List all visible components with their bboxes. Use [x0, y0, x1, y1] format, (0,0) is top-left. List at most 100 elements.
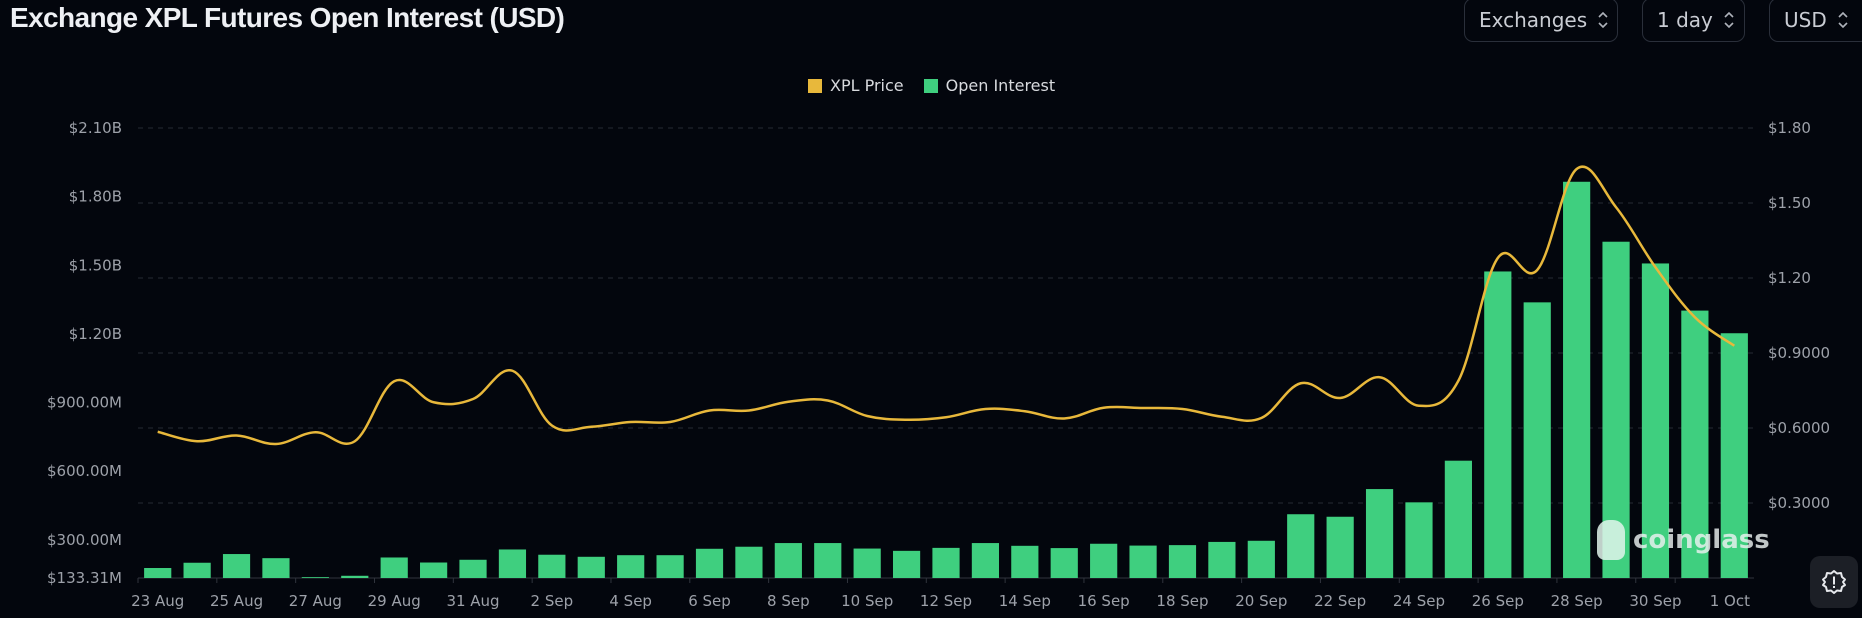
chart-legend: XPL Price Open Interest	[808, 76, 1075, 95]
open-interest-bar[interactable]	[695, 548, 724, 578]
xpl-price-line[interactable]	[157, 165, 1736, 446]
open-interest-bar[interactable]	[1287, 514, 1315, 578]
legend-label-oi: Open Interest	[945, 76, 1056, 95]
x-axis-tick-label: 18 Sep	[1156, 592, 1208, 610]
currency-select-label: USD	[1784, 8, 1827, 32]
interval-select-label: 1 day	[1657, 8, 1713, 32]
left-axis-tick-label: $600.00M	[47, 462, 122, 480]
coinglass-logo-icon	[1597, 520, 1625, 560]
open-interest-bar[interactable]	[420, 562, 448, 578]
x-axis-tick-label: 12 Sep	[920, 592, 972, 610]
right-axis: $1.80 $1.50 $1.20 $0.9000 $0.6000 $0.3000	[1768, 119, 1830, 512]
open-interest-bar[interactable]	[1168, 545, 1197, 578]
open-interest-bar[interactable]	[1484, 271, 1512, 578]
x-axis-tick-label: 24 Sep	[1393, 592, 1445, 610]
chevron-up-down-icon	[1723, 10, 1735, 30]
grid-lines	[138, 127, 1754, 579]
open-interest-bar[interactable]	[222, 554, 251, 578]
x-axis-tick-label: 10 Sep	[841, 592, 893, 610]
open-interest-bar[interactable]	[656, 555, 684, 578]
left-axis: $2.10B $1.80B $1.50B $1.20B $900.00M $600.00M…	[47, 119, 122, 587]
chevron-up-down-icon	[1837, 10, 1849, 30]
x-axis-tick-label: 14 Sep	[999, 592, 1051, 610]
legend-item-open-interest[interactable]: Open Interest	[923, 76, 1056, 95]
left-axis-tick-label: $1.20B	[69, 325, 122, 343]
legend-swatch-price	[808, 78, 822, 93]
open-interest-bar[interactable]	[459, 559, 487, 578]
x-axis-tick-label: 1 Oct	[1710, 592, 1750, 610]
chevron-up-down-icon	[1597, 10, 1609, 30]
left-axis-tick-label: $900.00M	[47, 394, 122, 412]
x-axis-tick-label: 16 Sep	[1078, 592, 1130, 610]
left-axis-tick-label: $1.80B	[69, 188, 122, 206]
open-interest-bars	[144, 181, 1748, 578]
right-axis-tick-label: $1.80	[1768, 119, 1811, 137]
open-interest-bar[interactable]	[1405, 502, 1433, 578]
left-axis-tick-label: $2.10B	[69, 119, 122, 137]
legend-item-xpl-price[interactable]: XPL Price	[808, 76, 904, 95]
x-axis-tick-label: 2 Sep	[531, 592, 574, 610]
right-axis-tick-label: $0.3000	[1768, 494, 1830, 512]
open-interest-bar[interactable]	[1247, 540, 1275, 578]
open-interest-bar[interactable]	[1011, 545, 1039, 578]
open-interest-bar[interactable]	[814, 543, 842, 578]
open-interest-bar[interactable]	[932, 547, 960, 578]
x-axis-tick-label: 27 Aug	[289, 592, 342, 610]
open-interest-bar[interactable]	[853, 548, 881, 578]
right-axis-tick-label: $1.50	[1768, 194, 1811, 212]
open-interest-bar[interactable]	[1129, 545, 1157, 578]
alert-button[interactable]	[1810, 556, 1858, 608]
x-axis-tick-label: 22 Sep	[1314, 592, 1366, 610]
legend-label-price: XPL Price	[830, 76, 904, 95]
x-axis-tick-label: 30 Sep	[1629, 592, 1681, 610]
open-interest-bar[interactable]	[1563, 181, 1591, 578]
open-interest-bar[interactable]	[735, 546, 763, 578]
right-axis-tick-label: $0.6000	[1768, 419, 1830, 437]
open-interest-bar[interactable]	[538, 554, 566, 578]
open-interest-bar[interactable]	[262, 558, 290, 578]
right-axis-tick-label: $0.9000	[1768, 344, 1830, 362]
open-interest-bar[interactable]	[498, 549, 527, 578]
open-interest-bar[interactable]	[380, 557, 408, 578]
open-interest-bar[interactable]	[1641, 263, 1670, 578]
open-interest-bar[interactable]	[1720, 333, 1748, 578]
legend-swatch-oi	[923, 78, 938, 93]
open-interest-bar[interactable]	[341, 575, 369, 578]
open-interest-bar[interactable]	[892, 550, 921, 578]
x-axis-tick-label: 31 Aug	[446, 592, 499, 610]
open-interest-bar[interactable]	[1090, 543, 1118, 578]
open-interest-bar[interactable]	[1365, 489, 1394, 578]
watermark-text: coinglass	[1633, 525, 1770, 555]
x-axis-tick-label: 23 Aug	[131, 592, 184, 610]
x-axis-tick-label: 8 Sep	[767, 592, 810, 610]
right-axis-tick-label: $1.20	[1768, 269, 1811, 287]
x-axis-tick-label: 28 Sep	[1551, 592, 1603, 610]
open-interest-bar[interactable]	[971, 543, 1000, 578]
open-interest-bar[interactable]	[1444, 460, 1472, 578]
x-axis-tick-label: 25 Aug	[210, 592, 263, 610]
alert-badge-icon	[1822, 570, 1846, 594]
open-interest-bar[interactable]	[1681, 310, 1709, 578]
interval-select[interactable]: 1 day	[1642, 0, 1745, 42]
open-interest-bar[interactable]	[301, 577, 329, 578]
open-interest-bar[interactable]	[183, 562, 211, 578]
open-interest-bar[interactable]	[577, 556, 605, 578]
open-interest-bar[interactable]	[1523, 302, 1551, 578]
x-axis-tick-label: 26 Sep	[1472, 592, 1524, 610]
page-title: Exchange XPL Futures Open Interest (USD)	[10, 2, 565, 33]
open-interest-bar[interactable]	[1050, 548, 1078, 578]
x-axis-tick-label: 29 Aug	[368, 592, 421, 610]
currency-select[interactable]: USD	[1769, 0, 1862, 42]
open-interest-bar[interactable]	[774, 543, 802, 578]
open-interest-bar[interactable]	[144, 568, 172, 578]
x-axis: 23 Aug 25 Aug 27 Aug 29 Aug 31 Aug 2 Sep 4 Sep…	[131, 578, 1750, 610]
x-axis-tick-label: 20 Sep	[1235, 592, 1287, 610]
x-axis-tick-label: 4 Sep	[609, 592, 652, 610]
price-line	[157, 165, 1736, 446]
open-interest-bar[interactable]	[1208, 541, 1236, 578]
open-interest-bar[interactable]	[617, 555, 645, 578]
exchanges-select[interactable]: Exchanges	[1464, 0, 1618, 42]
x-axis-tick-label: 6 Sep	[688, 592, 731, 610]
open-interest-bar[interactable]	[1326, 516, 1354, 578]
